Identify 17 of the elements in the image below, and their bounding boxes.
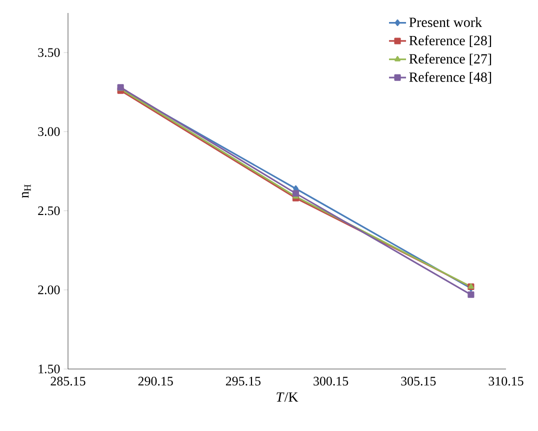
y-tick-label: 1.50 <box>38 364 60 374</box>
legend-label: Reference [48] <box>409 72 492 84</box>
x-tick-label: 310.15 <box>488 376 524 386</box>
y-axis-title: n$_{H}$ <box>22 184 31 198</box>
y-tick-label: 3.00 <box>38 127 60 136</box>
y-tick-label: 2.50 <box>38 206 60 216</box>
x-tick-label: 300.15 <box>314 376 348 386</box>
x-axis-title: T/K <box>276 392 298 402</box>
x-tick-label: 290.15 <box>138 376 173 386</box>
y-tick-label: 2.00 <box>38 285 60 294</box>
x-tick-label: 305.15 <box>401 376 436 386</box>
x-tick-label: 295.15 <box>226 376 260 386</box>
y-tick-label: 3.50 <box>38 48 60 57</box>
x-tick-label: 285.15 <box>50 376 86 386</box>
legend-label: Present work <box>409 17 482 27</box>
legend-label: Reference [28] <box>409 35 492 48</box>
legend-label: Reference [27] <box>409 54 492 66</box>
